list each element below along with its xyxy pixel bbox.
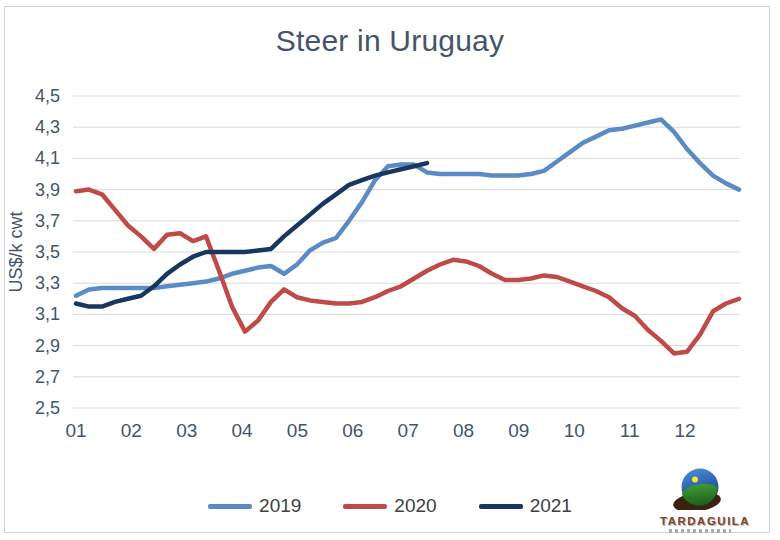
x-tick-label: 07 [398, 420, 419, 441]
logo-sun [692, 477, 698, 483]
x-tick-label: 04 [232, 420, 254, 441]
logo-text: TARDAGUILA [660, 515, 740, 527]
y-tick-label: 2,5 [35, 398, 60, 418]
tardaguila-logo: TARDAGUILA [660, 464, 740, 533]
x-tick-label: 01 [65, 420, 86, 441]
legend-label: 2021 [530, 495, 572, 517]
x-tick-label: 09 [508, 420, 529, 441]
legend-item-2019: 2019 [208, 495, 301, 517]
y-tick-label: 4,3 [35, 117, 60, 137]
plot-area: 4,5 4,3 4,1 3,9 3,7 3,5 3,3 3,1 2,9 2,7 2,501 02 03 0… [0, 0, 780, 540]
y-tick-label: 2,9 [35, 336, 60, 356]
x-tick-label: 06 [342, 420, 363, 441]
y-tick-label: 3,1 [35, 304, 60, 324]
legend-swatch-2021 [479, 504, 523, 509]
x-tick-label: 02 [121, 420, 142, 441]
series-line-2020 [76, 190, 739, 354]
tardaguila-logo-icon [660, 464, 740, 510]
x-tick-label: 08 [453, 420, 474, 441]
y-tick-label: 3,3 [35, 273, 60, 293]
legend-swatch-2019 [208, 504, 252, 509]
legend-swatch-2020 [343, 504, 387, 509]
legend-label: 2020 [394, 495, 436, 517]
y-tick-label: 4,1 [35, 148, 60, 168]
logo-tagline [669, 529, 731, 533]
legend-item-2020: 2020 [343, 495, 436, 517]
legend-item-2021: 2021 [479, 495, 572, 517]
x-tick-label: 10 [564, 420, 585, 441]
y-tick-label: 3,9 [35, 180, 60, 200]
y-tick-label: 3,5 [35, 242, 60, 262]
y-tick-label: 2,7 [35, 367, 60, 387]
x-tick-label: 05 [287, 420, 308, 441]
y-tick-label: 4,5 [35, 86, 60, 106]
x-tick-label: 12 [674, 420, 695, 441]
x-tick-label: 03 [176, 420, 197, 441]
legend-label: 2019 [259, 495, 301, 517]
y-tick-label: 3,7 [35, 211, 60, 231]
x-tick-label: 11 [620, 420, 640, 441]
